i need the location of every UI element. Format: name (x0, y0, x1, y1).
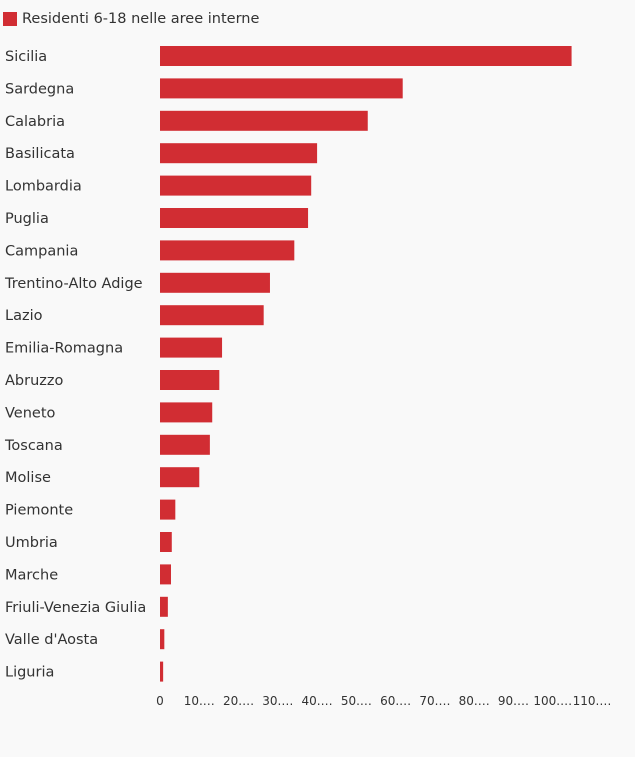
bar[interactable] (160, 532, 172, 552)
bar[interactable] (160, 434, 210, 455)
x-tick-label: 110.… (573, 694, 612, 708)
bar[interactable] (160, 143, 318, 164)
bar[interactable] (160, 499, 176, 520)
x-tick-label: 0 (156, 694, 164, 708)
x-tick-label: 20.… (223, 694, 254, 708)
x-tick-label: 90.… (498, 694, 529, 708)
bar[interactable] (160, 629, 165, 650)
bar[interactable] (160, 175, 312, 196)
bar[interactable] (160, 272, 270, 293)
category-label: Liguria (5, 665, 54, 681)
bar[interactable] (160, 564, 171, 585)
category-label: Molise (5, 470, 51, 486)
category-label: Emilia-Romagna (5, 341, 123, 357)
category-label: Umbria (5, 535, 58, 551)
bar[interactable] (160, 337, 223, 358)
category-label: Toscana (4, 438, 63, 454)
x-tick-label: 40.… (302, 694, 333, 708)
x-tick-label: 70.… (419, 694, 450, 708)
category-label: Abruzzo (5, 373, 63, 389)
category-label: Veneto (5, 405, 56, 421)
category-label: Piemonte (5, 503, 73, 519)
bar[interactable] (160, 208, 309, 228)
bar[interactable] (160, 78, 403, 99)
category-label: Puglia (5, 211, 49, 227)
category-label: Lombardia (5, 179, 82, 195)
bar[interactable] (160, 402, 213, 423)
bar[interactable] (160, 661, 164, 682)
category-label: Marche (5, 567, 58, 583)
bar[interactable] (160, 240, 295, 261)
legend-swatch (3, 12, 17, 26)
legend-label: Residenti 6-18 nelle aree interne (22, 11, 260, 27)
category-label: Trentino-Alto Adige (4, 276, 143, 292)
category-label: Valle d'Aosta (5, 632, 98, 648)
bar[interactable] (160, 46, 572, 66)
category-label: Lazio (5, 308, 43, 324)
bar[interactable] (160, 370, 220, 390)
category-label: Sicilia (5, 49, 47, 65)
x-tick-label: 10.… (184, 694, 215, 708)
x-tick-label: 80.… (459, 694, 490, 708)
x-tick-label: 50.… (341, 694, 372, 708)
bar[interactable] (160, 305, 264, 326)
category-label: Sardegna (5, 81, 74, 97)
x-tick-label: 30.… (262, 694, 293, 708)
category-label: Basilicata (5, 146, 75, 162)
category-label: Calabria (5, 114, 65, 130)
bar[interactable] (160, 596, 168, 617)
category-label: Campania (5, 243, 78, 259)
x-tick-label: 60.… (380, 694, 411, 708)
x-tick-label: 100.… (533, 694, 572, 708)
bar[interactable] (160, 110, 368, 131)
legend: Residenti 6-18 nelle aree interne (3, 11, 259, 27)
bar[interactable] (160, 467, 200, 488)
category-label: Friuli-Venezia Giulia (5, 600, 146, 616)
